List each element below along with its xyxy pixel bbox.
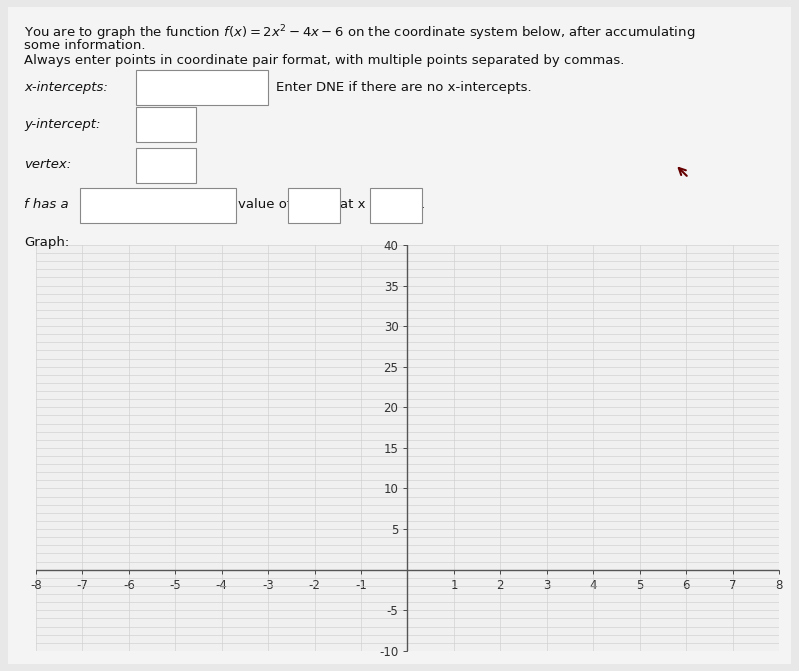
Text: f has a: f has a (24, 198, 69, 211)
Text: Graph:: Graph: (24, 236, 70, 249)
Text: value of: value of (238, 198, 292, 211)
Text: vertex:: vertex: (24, 158, 71, 171)
Text: y-intercept:: y-intercept: (24, 117, 101, 131)
Text: Select an answer ∨: Select an answer ∨ (86, 200, 196, 209)
Text: Always enter points in coordinate pair format, with multiple points separated by: Always enter points in coordinate pair f… (24, 54, 624, 67)
Text: .: . (420, 198, 424, 211)
Text: at x =: at x = (340, 198, 380, 211)
Text: some information.: some information. (24, 39, 145, 52)
Text: You are to graph the function $f(x) = 2x^2 - 4x - 6$ on the coordinate system be: You are to graph the function $f(x) = 2x… (24, 23, 695, 43)
Text: x-intercepts:: x-intercepts: (24, 81, 108, 94)
Text: Enter DNE if there are no x-intercepts.: Enter DNE if there are no x-intercepts. (276, 81, 531, 94)
